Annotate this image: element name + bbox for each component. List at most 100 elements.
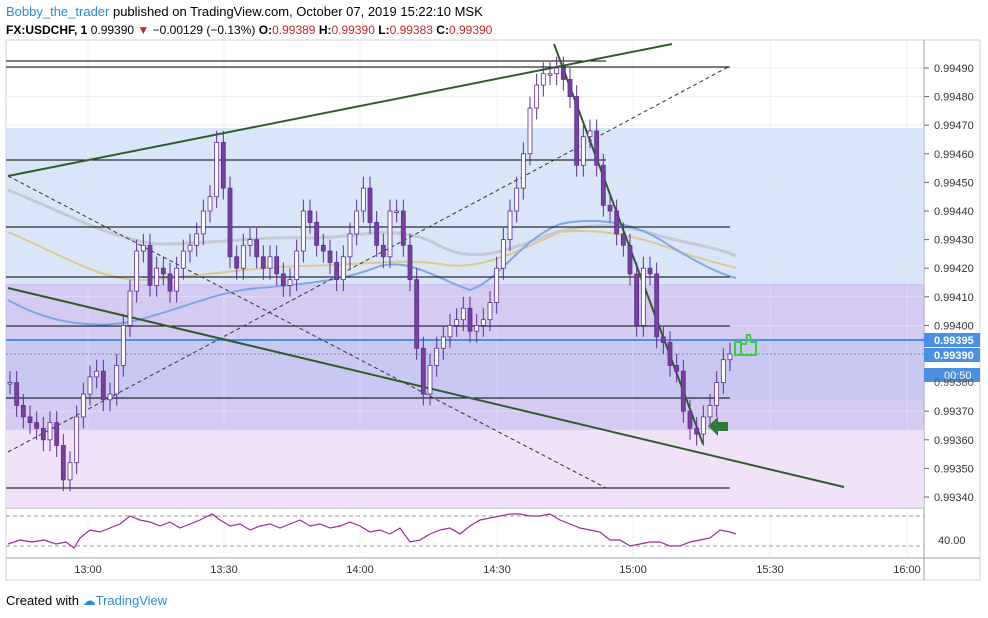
candle-body (34, 422, 40, 429)
candle-body (694, 427, 700, 435)
candle-body (274, 256, 280, 275)
candle-body (114, 365, 120, 395)
publisher-line: Bobby_the_trader published on TradingVie… (6, 4, 483, 20)
dashed-trend-up (7, 65, 731, 453)
price-axis[interactable]: 0.99490 0.99480 0.99470 0.99460 0.99450 0.994… (924, 63, 974, 504)
candle-body (434, 347, 440, 366)
candle-body (20, 405, 26, 418)
candle-body (234, 256, 240, 269)
candle-body (120, 324, 126, 366)
candle-body (394, 210, 400, 213)
candle-body (720, 359, 726, 384)
candle-body (160, 267, 166, 275)
candle-body (440, 336, 446, 349)
candle-body (14, 382, 20, 406)
last-price-label: 0.99390 (924, 348, 980, 362)
candle-body (594, 130, 600, 166)
candle-body (660, 336, 666, 343)
candle-body (447, 324, 453, 338)
price-change: −0.00129 (−0.13%) (152, 23, 256, 37)
time-tick-label: 15:30 (756, 564, 784, 576)
svg-text:0.99390: 0.99390 (934, 350, 974, 362)
candle-body (687, 410, 693, 429)
close-value: 0.99390 (448, 23, 493, 37)
high-value: 0.99390 (331, 23, 375, 37)
candle-body (487, 302, 493, 321)
candle-body (567, 79, 573, 98)
candle-body (427, 365, 433, 395)
candle-body (200, 210, 206, 235)
candle-body (574, 96, 580, 166)
open-value: 0.99389 (272, 23, 316, 37)
candle-body (220, 141, 226, 189)
author-name[interactable]: Bobby_the_trader (6, 4, 110, 19)
price-tick-label: 0.99460 (934, 149, 974, 161)
price-tick-label: 0.99410 (934, 292, 974, 304)
down-arrow-icon: ▼ (137, 23, 150, 37)
candle-body (127, 290, 133, 326)
candle-body (60, 445, 66, 481)
candle-body (520, 153, 526, 189)
candle-body (714, 382, 720, 406)
candle-body (140, 244, 146, 252)
candle-body (607, 204, 613, 212)
publish-info: published on TradingView.com, October 07… (109, 4, 483, 19)
time-tick-label: 14:00 (346, 564, 374, 576)
candle-body (240, 244, 246, 269)
candle-body (554, 67, 560, 75)
time-tick-label: 14:30 (483, 564, 511, 576)
tradingview-logo-icon[interactable]: ☁ (82, 593, 96, 608)
candle-body (300, 210, 306, 252)
last-price: 0.99390 (90, 23, 135, 37)
candle-body (494, 267, 500, 303)
candle-body (194, 233, 200, 246)
created-with-text: Created with (6, 593, 79, 608)
candle-body (367, 187, 373, 223)
symbol-pair: FX:USDCHF, 1 (6, 23, 88, 37)
high-label: H: (318, 23, 332, 37)
price-tick-label: 0.99350 (934, 463, 974, 475)
horizontal-levels (6, 60, 730, 489)
candle-body (27, 416, 33, 424)
candle-body (320, 244, 326, 252)
symbol-info: FX:USDCHF, 1 0.99390 ▼ −0.00129 (−0.13%)… (6, 22, 492, 38)
candle-body (647, 267, 653, 275)
candle-body (207, 196, 213, 212)
candle-body (547, 73, 553, 76)
candle-body (420, 347, 426, 395)
price-tick-label: 0.99490 (934, 63, 974, 75)
candle-body (80, 393, 86, 418)
candle-body (267, 256, 273, 269)
candle-body (454, 319, 460, 326)
candle-body (187, 244, 193, 252)
time-axis[interactable]: 13:00 13:30 14:00 14:30 15:00 15:30 16:00 (74, 564, 921, 576)
candle-body (674, 365, 680, 372)
candle-body (227, 187, 233, 258)
svg-text:0.99395: 0.99395 (934, 335, 974, 347)
blue-band (6, 340, 924, 400)
candle-body (414, 279, 420, 349)
candle-body (134, 250, 140, 292)
price-tick-label: 0.99420 (934, 263, 974, 275)
candle-body (620, 233, 626, 246)
candle-body (614, 210, 620, 235)
time-tick-label: 15:00 (619, 564, 647, 576)
time-tick-label: 13:00 (74, 564, 102, 576)
candle-body (247, 239, 253, 246)
candle-body (294, 250, 300, 281)
candle-body (407, 244, 413, 281)
candle-body (627, 244, 633, 275)
candle-body (380, 244, 386, 258)
candle-body (347, 233, 353, 258)
countdown-label: 00:50 (924, 368, 980, 382)
candle-body (500, 239, 506, 269)
candle-body (374, 222, 380, 246)
price-tick-label: 0.99360 (934, 435, 974, 447)
tradingview-brand[interactable]: TradingView (95, 593, 168, 608)
candle-body (387, 210, 393, 258)
candle-body (174, 267, 180, 292)
candle-body (327, 250, 333, 263)
arrow-left-icon (708, 417, 728, 436)
dashed-trend-down (7, 175, 607, 489)
